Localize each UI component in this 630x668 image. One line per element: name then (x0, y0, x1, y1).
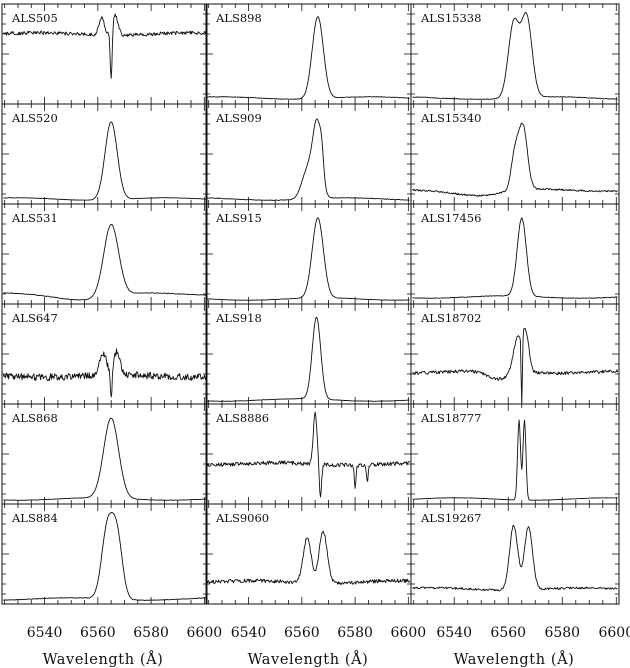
spectrum-line-als918 (207, 316, 410, 402)
spectrum-line-als15338 (412, 12, 618, 100)
spectrum-line-als505 (3, 13, 207, 79)
spectrum-line-als898 (207, 16, 410, 100)
spectrum-panel-als647: ALS647 (1, 303, 208, 405)
spectrum-line-als884 (3, 511, 206, 601)
spectrum-panel-als520: ALS520 (1, 103, 208, 205)
spectrum-line-als15340 (412, 122, 618, 197)
panel-label: ALS884 (11, 511, 58, 525)
x-tick-label: 6600 (598, 625, 630, 641)
x-tick-label: 6540 (27, 625, 63, 641)
panel-label: ALS18777 (420, 411, 481, 425)
spectrum-panel-als18702: ALS18702 (410, 303, 620, 405)
spectrum-line-als17456 (412, 217, 618, 299)
spectrum-panel-als9060: ALS9060 (205, 503, 412, 605)
panel-label: ALS19267 (420, 511, 481, 525)
panel-label: ALS868 (11, 411, 58, 425)
panels-layer: ALS505 ALS520 ALS531 ALS647 ALS868 ALS884 6540… (1, 3, 630, 641)
spectrum-line-als531 (3, 223, 206, 301)
x-axis-label-col-3: Wavelength (Å) (454, 650, 575, 668)
panel-label: ALS17456 (420, 211, 481, 225)
x-tick-label: 6540 (231, 625, 267, 641)
x-tick-label: 6560 (490, 625, 526, 641)
x-axis-label-col-2: Wavelength (Å) (248, 650, 369, 668)
panel-label: ALS505 (11, 11, 58, 25)
x-axis-layer: Wavelength (Å) Wavelength (Å) Wavelength… (43, 650, 575, 668)
panel-label: ALS647 (11, 311, 58, 325)
spectrum-line-als8886 (206, 411, 410, 498)
spectrum-line-als868 (3, 417, 206, 501)
panel-label: ALS898 (215, 11, 262, 25)
panel-label: ALS15338 (420, 11, 481, 25)
panel-label: ALS8886 (215, 411, 269, 425)
x-tick-label: 6600 (391, 625, 427, 641)
panel-label: ALS520 (11, 111, 58, 125)
x-tick-label: 6540 (436, 625, 472, 641)
panel-label: ALS909 (215, 111, 262, 125)
x-tick-label: 6560 (284, 625, 320, 641)
spectrum-panel-als898: ALS898 (205, 3, 412, 105)
spectrum-panel-als868: ALS868 (1, 403, 208, 505)
spectrum-panel-als17456: ALS17456 (410, 203, 620, 305)
x-tick-label: 6580 (337, 625, 373, 641)
panel-label: ALS531 (11, 211, 58, 225)
panel-label: ALS918 (215, 311, 262, 325)
spectrum-panel-als909: ALS909 (205, 103, 412, 205)
spectrum-line-als909 (207, 118, 410, 201)
spectrum-panel-als8886: ALS8886 (205, 403, 412, 505)
x-tick-label: 6560 (80, 625, 116, 641)
panel-label: ALS18702 (420, 311, 481, 325)
spectrum-line-als9060 (206, 530, 411, 586)
spectrum-panel-als884: ALS884 (1, 503, 208, 605)
x-tick-label: 6580 (544, 625, 580, 641)
spectrum-line-als19267 (412, 524, 618, 592)
spectrum-line-als18777 (412, 419, 618, 501)
x-tick-label: 6600 (187, 625, 223, 641)
spectrum-panel-als15340: ALS15340 (410, 103, 620, 205)
spectrum-line-als18702 (412, 327, 619, 404)
spectrum-panel-als19267: ALS19267 (410, 503, 620, 605)
panel-label: ALS15340 (420, 111, 481, 125)
spectrum-panel-als918: ALS918 (205, 303, 412, 405)
spectrum-panel-als15338: ALS15338 (410, 3, 620, 105)
spectrum-panel-als531: ALS531 (1, 203, 208, 305)
spectrum-line-als520 (3, 121, 206, 201)
x-tick-label: 6580 (133, 625, 169, 641)
spectrum-panel-als505: ALS505 (1, 3, 208, 105)
panel-label: ALS9060 (215, 511, 269, 525)
panel-label: ALS915 (215, 211, 262, 225)
spectrum-line-als647 (2, 348, 207, 398)
spectrum-panel-als915: ALS915 (205, 203, 412, 305)
spectrum-line-als915 (207, 217, 410, 301)
x-axis-label-col-1: Wavelength (Å) (43, 650, 164, 668)
spectrum-panel-als18777: ALS18777 (410, 403, 620, 505)
